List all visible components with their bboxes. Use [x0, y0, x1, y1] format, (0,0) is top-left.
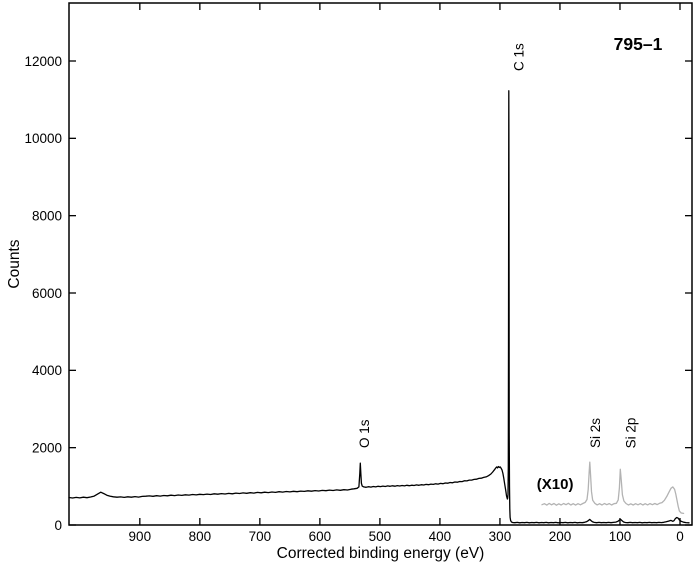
y-tick-label: 12000 [24, 54, 62, 69]
c1s-peak-label: C 1s [511, 43, 526, 71]
y-tick-label: 2000 [32, 440, 62, 455]
axis-tick-labels: 900 800 700 600 500 400 300 200 100 0020004000600… [24, 54, 683, 544]
y-tick-label: 6000 [32, 286, 62, 301]
x-tick-label: 300 [489, 529, 512, 544]
peak-annotations: 795–1 C 1s O 1s Si 2s Si 2p (X10) [357, 34, 663, 493]
x-tick-label: 400 [429, 529, 452, 544]
x-tick-label: 100 [609, 529, 632, 544]
survey-trace [68, 90, 690, 524]
x-tick-label: 0 [676, 529, 684, 544]
x10-trace [541, 461, 685, 515]
spectrum-traces [68, 90, 690, 524]
x-axis-title: Corrected binding energy (eV) [277, 545, 485, 562]
si2p-peak-label: Si 2p [624, 418, 639, 449]
y-axis-title: Counts [6, 239, 23, 288]
x10-magnification-label: (X10) [537, 476, 574, 493]
y-tick-label: 4000 [32, 363, 62, 378]
si2s-peak-label: Si 2s [588, 418, 603, 448]
axis-ticks [69, 3, 692, 526]
x-tick-label: 900 [129, 529, 152, 544]
x-tick-label: 800 [189, 529, 212, 544]
x-tick-label: 200 [549, 529, 572, 544]
y-tick-label: 8000 [32, 208, 62, 223]
x-tick-label: 600 [309, 529, 332, 544]
x-tick-label: 700 [249, 529, 272, 544]
y-tick-label: 10000 [24, 131, 62, 146]
y-tick-label: 0 [54, 518, 62, 533]
x-tick-label: 500 [369, 529, 392, 544]
figure-id-label: 795–1 [614, 34, 663, 54]
o1s-peak-label: O 1s [357, 419, 372, 448]
plot-frame [68, 2, 693, 526]
